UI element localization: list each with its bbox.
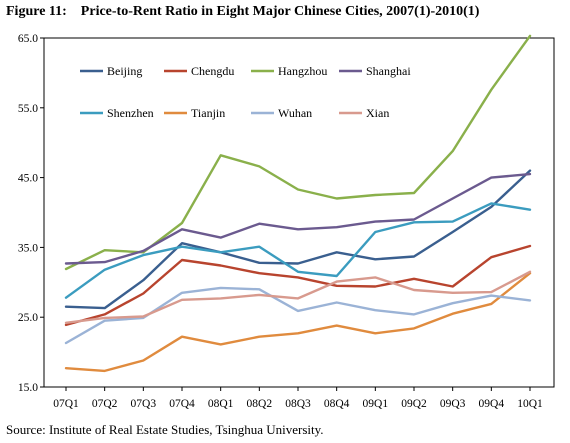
legend-item-hangzhou: Hangzhou [251,64,327,78]
legend-item-wuhan: Wuhan [251,106,312,120]
legend-item-chengdu: Chengdu [164,64,234,78]
series-line-hangzhou [64,34,532,271]
legend-label: Hangzhou [278,64,327,78]
series-line-tianjin [64,272,532,373]
series-line-shanghai [64,172,532,265]
y-tick-label: 55.0 [18,103,38,115]
y-tick-label: 65.0 [18,33,38,45]
series-line-wuhan [64,286,532,345]
y-tick-label: 45.0 [18,173,38,185]
figure-number: Figure 11: [6,4,67,19]
legend-label: Beijing [107,64,142,78]
x-tick-label: 08Q3 [285,398,311,410]
x-tick-label: 08Q2 [247,398,273,410]
x-tick-label: 09Q2 [401,398,427,410]
x-tick-label: 07Q3 [131,398,157,410]
x-tick-label: 07Q2 [92,398,118,410]
x-tick-label: 09Q1 [363,398,389,410]
y-tick-label: 15.0 [18,382,38,394]
legend-label: Xian [366,106,389,120]
series-lines [64,34,532,373]
x-tick-label: 08Q1 [208,398,234,410]
y-tick-label: 25.0 [18,312,38,324]
series-line-shenzhen [64,202,532,299]
legend-item-shanghai: Shanghai [339,64,411,78]
x-tick-label: 10Q1 [517,398,543,410]
legend-item-shenzhen: Shenzhen [80,106,154,120]
axes: 15.0 25.0 35.0 45.0 55.0 65.0 07Q1 07Q2 07Q3 07Q4… [18,33,555,410]
legend-item-xian: Xian [339,106,389,120]
plot-frame [43,37,555,388]
legend-item-tianjin: Tianjin [164,106,225,120]
legend-label: Tianjin [191,106,225,120]
y-tick-label: 35.0 [18,242,38,254]
source-note: Source: Institute of Real Estate Studies… [6,422,324,437]
figure-title-text: Price-to-Rent Ratio in Eight Major Chine… [80,4,480,19]
legend: Beijing Chengdu Hangzhou Shanghai Shenzhen Ti… [80,64,411,120]
legend-label: Wuhan [278,106,312,120]
series-line-chengdu [64,244,532,327]
x-tick-label: 09Q3 [440,398,466,410]
legend-label: Shanghai [366,64,411,78]
legend-label: Chengdu [191,64,234,78]
x-tick-label: 07Q4 [169,398,195,410]
series-line-xian [64,270,532,324]
x-tick-label: 07Q1 [53,398,79,410]
x-tick-label: 09Q4 [479,398,505,410]
figure-title: Figure 11: Price-to-Rent Ratio in Eight M… [6,4,479,20]
legend-item-beijing: Beijing [80,64,142,78]
x-tick-label: 08Q4 [324,398,350,410]
legend-label: Shenzhen [107,106,154,120]
series-line-beijing [64,169,532,310]
